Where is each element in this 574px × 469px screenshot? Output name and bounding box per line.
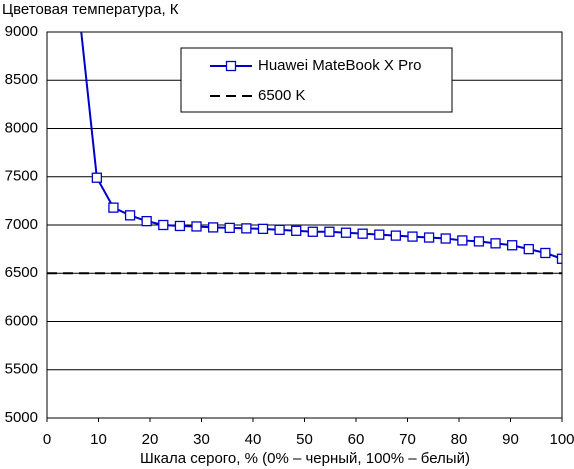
legend: Huawei MateBook X Pro 6500 K xyxy=(210,57,421,104)
x-tick-label: 70 xyxy=(399,431,416,448)
x-tick-label: 60 xyxy=(348,431,365,448)
legend-box xyxy=(180,47,453,113)
marker xyxy=(490,238,501,249)
marker xyxy=(91,172,103,183)
legend-label: Huawei MateBook X Pro xyxy=(258,57,421,74)
x-tick-label: 40 xyxy=(245,431,262,448)
marker xyxy=(556,253,562,264)
x-tick-label: 80 xyxy=(451,431,468,448)
marker xyxy=(506,240,518,251)
y-axis-title: Цветовая температура, К xyxy=(2,1,179,18)
marker xyxy=(174,220,186,232)
x-tick-label: 100 xyxy=(549,431,574,448)
legend-label: 6500 K xyxy=(258,87,306,104)
x-tick-label: 0 xyxy=(43,431,51,448)
marker xyxy=(76,18,85,27)
marker xyxy=(124,210,136,221)
x-axis-title: Шкала серого, % (0% – черный, 100% – бел… xyxy=(140,450,470,467)
y-tick-label: 5500 xyxy=(5,361,38,378)
marker xyxy=(241,223,252,234)
plot xyxy=(47,18,562,275)
marker xyxy=(108,202,119,213)
marker xyxy=(257,223,269,235)
x-tick-label: 20 xyxy=(142,431,159,448)
legend-marker xyxy=(225,60,237,72)
y-tick-label: 8500 xyxy=(5,71,38,88)
marker xyxy=(324,226,335,237)
marker xyxy=(340,227,352,238)
y-tick-label: 9000 xyxy=(5,23,38,40)
x-tick-label: 30 xyxy=(193,431,210,448)
marker xyxy=(357,228,368,239)
marker xyxy=(191,221,202,232)
y-tick-label: 6500 xyxy=(5,264,38,281)
marker xyxy=(374,229,385,240)
y-tick-label: 6000 xyxy=(5,312,38,329)
marker xyxy=(141,215,152,227)
y-tick-label: 7000 xyxy=(5,216,38,233)
marker xyxy=(407,231,418,242)
x-tick-label: 50 xyxy=(296,431,313,448)
marker xyxy=(207,222,219,233)
marker xyxy=(473,236,485,247)
y-tick-label: 7500 xyxy=(5,168,38,185)
y-tick-label: 5000 xyxy=(5,409,38,426)
marker xyxy=(291,225,302,236)
marker xyxy=(274,224,285,235)
marker xyxy=(390,230,402,241)
marker xyxy=(457,235,468,246)
marker xyxy=(440,233,451,244)
marker xyxy=(158,219,169,231)
marker xyxy=(523,243,534,255)
y-tick-label: 8000 xyxy=(5,119,38,136)
marker xyxy=(540,247,551,259)
marker xyxy=(307,226,318,237)
marker xyxy=(224,222,235,234)
x-tick-label: 10 xyxy=(90,431,107,448)
x-tick-label: 90 xyxy=(502,431,519,448)
marker xyxy=(423,232,435,243)
